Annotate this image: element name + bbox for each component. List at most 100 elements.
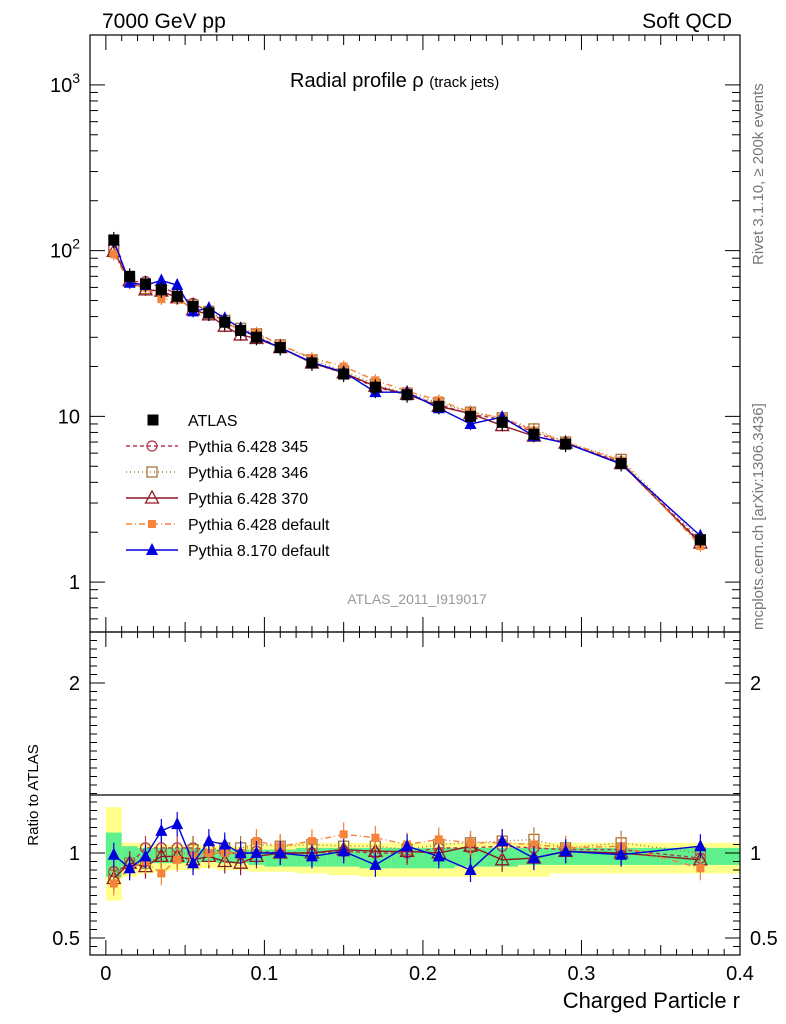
atlas-data-point bbox=[171, 290, 183, 302]
ratio-data-point bbox=[494, 851, 510, 866]
atlas-data-point bbox=[306, 357, 318, 369]
y-tick-label: 1 bbox=[69, 572, 80, 594]
x-axis-label: Charged Particle r bbox=[563, 988, 740, 1013]
y-tick-label: 103 bbox=[50, 70, 80, 97]
ratio-y-tick-label-right: 0.5 bbox=[750, 928, 778, 950]
ratio-series-line bbox=[113, 823, 701, 871]
atlas-data-point bbox=[203, 307, 215, 319]
ratio-data-point bbox=[369, 857, 382, 870]
plot-title-suffix: (track jets) bbox=[429, 74, 499, 91]
ratio-data-point bbox=[123, 861, 136, 874]
legend-item: Pythia 6.428 345 bbox=[126, 439, 308, 456]
atlas-data-point bbox=[235, 324, 247, 336]
legend-label: Pythia 6.428 346 bbox=[188, 465, 308, 482]
plot-title-symbol: ρ bbox=[412, 70, 423, 92]
legend-marker bbox=[148, 520, 156, 528]
ratio-data-point bbox=[155, 823, 168, 836]
mcplots-label: mcplots.cern.ch [arXiv:1306.3436] bbox=[750, 403, 767, 630]
x-axis-tick-labels: 0 0.1 0.2 0.3 0.4 bbox=[100, 963, 754, 985]
ratio-data-point bbox=[250, 846, 263, 858]
ratio-y-tick-label-right: 2 bbox=[750, 673, 761, 695]
legend-label: Pythia 6.428 345 bbox=[188, 439, 308, 456]
analysis-id: ATLAS_2011_I919017 bbox=[347, 591, 487, 607]
ratio-data-point bbox=[434, 835, 443, 844]
legend-marker bbox=[146, 440, 158, 452]
ratio-data-point bbox=[466, 838, 475, 847]
data-point bbox=[155, 273, 168, 286]
ratio-y-tick-label-right: 1 bbox=[750, 843, 761, 865]
legend-marker bbox=[146, 466, 158, 478]
ratio-data-point bbox=[615, 847, 628, 860]
ratio-y-tick-label-left: 2 bbox=[69, 673, 80, 695]
ratio-data-point bbox=[218, 837, 231, 850]
ratio-data-point bbox=[337, 844, 350, 857]
ratio-data-point bbox=[187, 856, 200, 869]
ratio-y-tick-label-left: 1 bbox=[69, 843, 80, 865]
ratio-panel: 0.5 0.5 1 1 2 2 Ratio to ATLAS bbox=[25, 631, 778, 956]
legend-label: Pythia 8.170 default bbox=[188, 543, 330, 560]
legend-item: Pythia 8.170 default bbox=[126, 543, 330, 560]
ratio-y-axis-label: Ratio to ATLAS bbox=[25, 744, 42, 845]
series-line bbox=[113, 240, 701, 537]
x-tick-label: 0.4 bbox=[726, 963, 754, 985]
legend-label: Pythia 6.428 default bbox=[188, 517, 330, 534]
main-axis-ticks: 1 10 102 103 bbox=[50, 34, 741, 633]
main-curves bbox=[106, 231, 708, 553]
atlas-data-point bbox=[338, 368, 350, 380]
ratio-data-point bbox=[559, 844, 572, 857]
atlas-data-point bbox=[464, 410, 476, 422]
legend-item: Pythia 6.428 346 bbox=[126, 465, 308, 482]
ratio-data-point bbox=[432, 849, 445, 862]
x-tick-label: 0 bbox=[100, 963, 111, 985]
legend: ATLAS Pythia 6.428 345 Pythia 6.428 346 Pyt… bbox=[126, 413, 330, 560]
ratio-series-line bbox=[113, 845, 701, 880]
ratio-data-point bbox=[307, 837, 316, 846]
ratio-axis-ticks: 0.5 0.5 1 1 2 2 bbox=[52, 631, 778, 956]
ratio-data-point bbox=[496, 834, 509, 847]
ratio-data-point bbox=[274, 846, 287, 858]
ratio-data-point bbox=[696, 864, 705, 873]
ratio-data-point bbox=[305, 849, 318, 862]
atlas-data-point bbox=[219, 316, 231, 328]
x-tick-label: 0.3 bbox=[568, 963, 596, 985]
x-tick-label: 0.1 bbox=[250, 963, 278, 985]
atlas-data-point bbox=[433, 400, 445, 412]
data-point bbox=[171, 278, 184, 291]
legend-label: ATLAS bbox=[188, 413, 238, 430]
header-right: Soft QCD bbox=[642, 10, 732, 33]
ratio-data-point bbox=[202, 834, 215, 847]
atlas-data-point bbox=[401, 389, 413, 401]
ratio-data-point bbox=[109, 879, 118, 888]
atlas-data-point bbox=[108, 234, 120, 246]
ratio-data-point bbox=[139, 849, 152, 862]
atlas-data-point bbox=[694, 534, 706, 546]
ratio-data-point bbox=[464, 863, 477, 875]
y-tick-label: 10 bbox=[58, 406, 80, 428]
y-tick-label: 102 bbox=[50, 236, 80, 263]
ratio-data-point bbox=[171, 817, 184, 830]
header-left: 7000 GeV pp bbox=[102, 10, 226, 33]
legend-marker bbox=[146, 543, 158, 555]
atlas-data-point bbox=[369, 381, 381, 393]
ratio-data-point bbox=[527, 851, 540, 864]
ratio-data-point bbox=[694, 839, 707, 852]
atlas-data-point bbox=[139, 278, 151, 290]
ratio-data-point bbox=[339, 830, 348, 839]
ratio-curves bbox=[106, 812, 708, 896]
ratio-data-point bbox=[529, 840, 538, 849]
ratio-data-point bbox=[173, 855, 182, 864]
ratio-data-point bbox=[234, 846, 247, 858]
atlas-data-point bbox=[124, 270, 136, 282]
ratio-series-line bbox=[113, 833, 701, 885]
ratio-uncertainty-bands bbox=[105, 807, 740, 901]
ratio-y-tick-label-left: 0.5 bbox=[52, 928, 80, 950]
legend-marker bbox=[144, 489, 160, 504]
ratio-data-point bbox=[371, 833, 380, 842]
atlas-data-point bbox=[615, 457, 627, 469]
ratio-data-point bbox=[233, 854, 249, 869]
atlas-data-point bbox=[496, 416, 508, 428]
ratio-data-point bbox=[217, 853, 233, 868]
legend-item: Pythia 6.428 370 bbox=[126, 489, 308, 508]
